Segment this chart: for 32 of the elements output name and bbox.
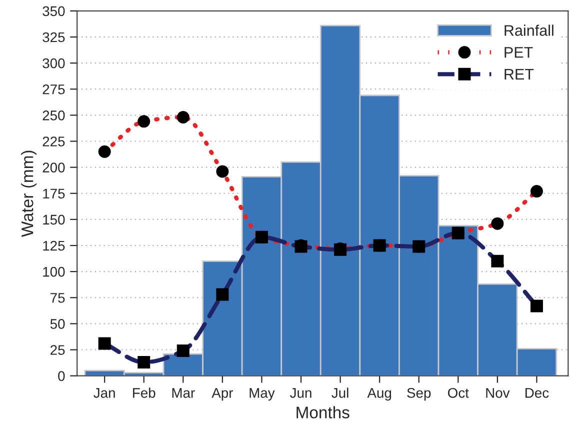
y-tick-label: 25 <box>50 345 65 355</box>
x-axis-title: Months <box>296 406 350 418</box>
x-tick-label: Nov <box>486 388 510 398</box>
y-tick-label: 75 <box>50 293 65 303</box>
y-tick-label: 100 <box>43 266 65 277</box>
y-tick-label: 275 <box>42 84 65 94</box>
y-tick-label: 350 <box>42 6 65 16</box>
y-tick-label: 150 <box>43 214 65 225</box>
y-tick-label: 125 <box>43 240 65 251</box>
x-tick-label: Jul <box>332 388 348 398</box>
x-tick-label: Dec <box>526 388 549 398</box>
y-tick-label: 300 <box>42 58 65 68</box>
x-tick-label: Jan <box>94 388 115 398</box>
x-tick-label: Mar <box>172 388 195 398</box>
y-tick-label: 0 <box>58 371 65 381</box>
x-tick-label: Apr <box>212 388 234 401</box>
x-tick-label: Aug <box>367 388 392 401</box>
x-tick-label: Oct <box>448 388 469 398</box>
x-tick-label: Sep <box>407 388 431 401</box>
y-axis-title: Water (mm) <box>21 150 37 237</box>
y-tick-label: 200 <box>42 162 65 172</box>
y-tick-label: 250 <box>42 110 65 120</box>
legend-label: Rainfall <box>504 24 554 36</box>
legend-label: RET <box>504 68 534 80</box>
y-tick-label: 325 <box>42 32 65 42</box>
y-tick-label: 50 <box>50 319 65 329</box>
x-tick-label: Feb <box>133 388 156 398</box>
legend-label: PET <box>504 47 533 58</box>
x-tick-label: Jun <box>290 388 312 398</box>
x-tick-label: May <box>250 388 275 401</box>
y-tick-label: 225 <box>42 136 65 146</box>
y-tick-label: 175 <box>43 188 65 199</box>
